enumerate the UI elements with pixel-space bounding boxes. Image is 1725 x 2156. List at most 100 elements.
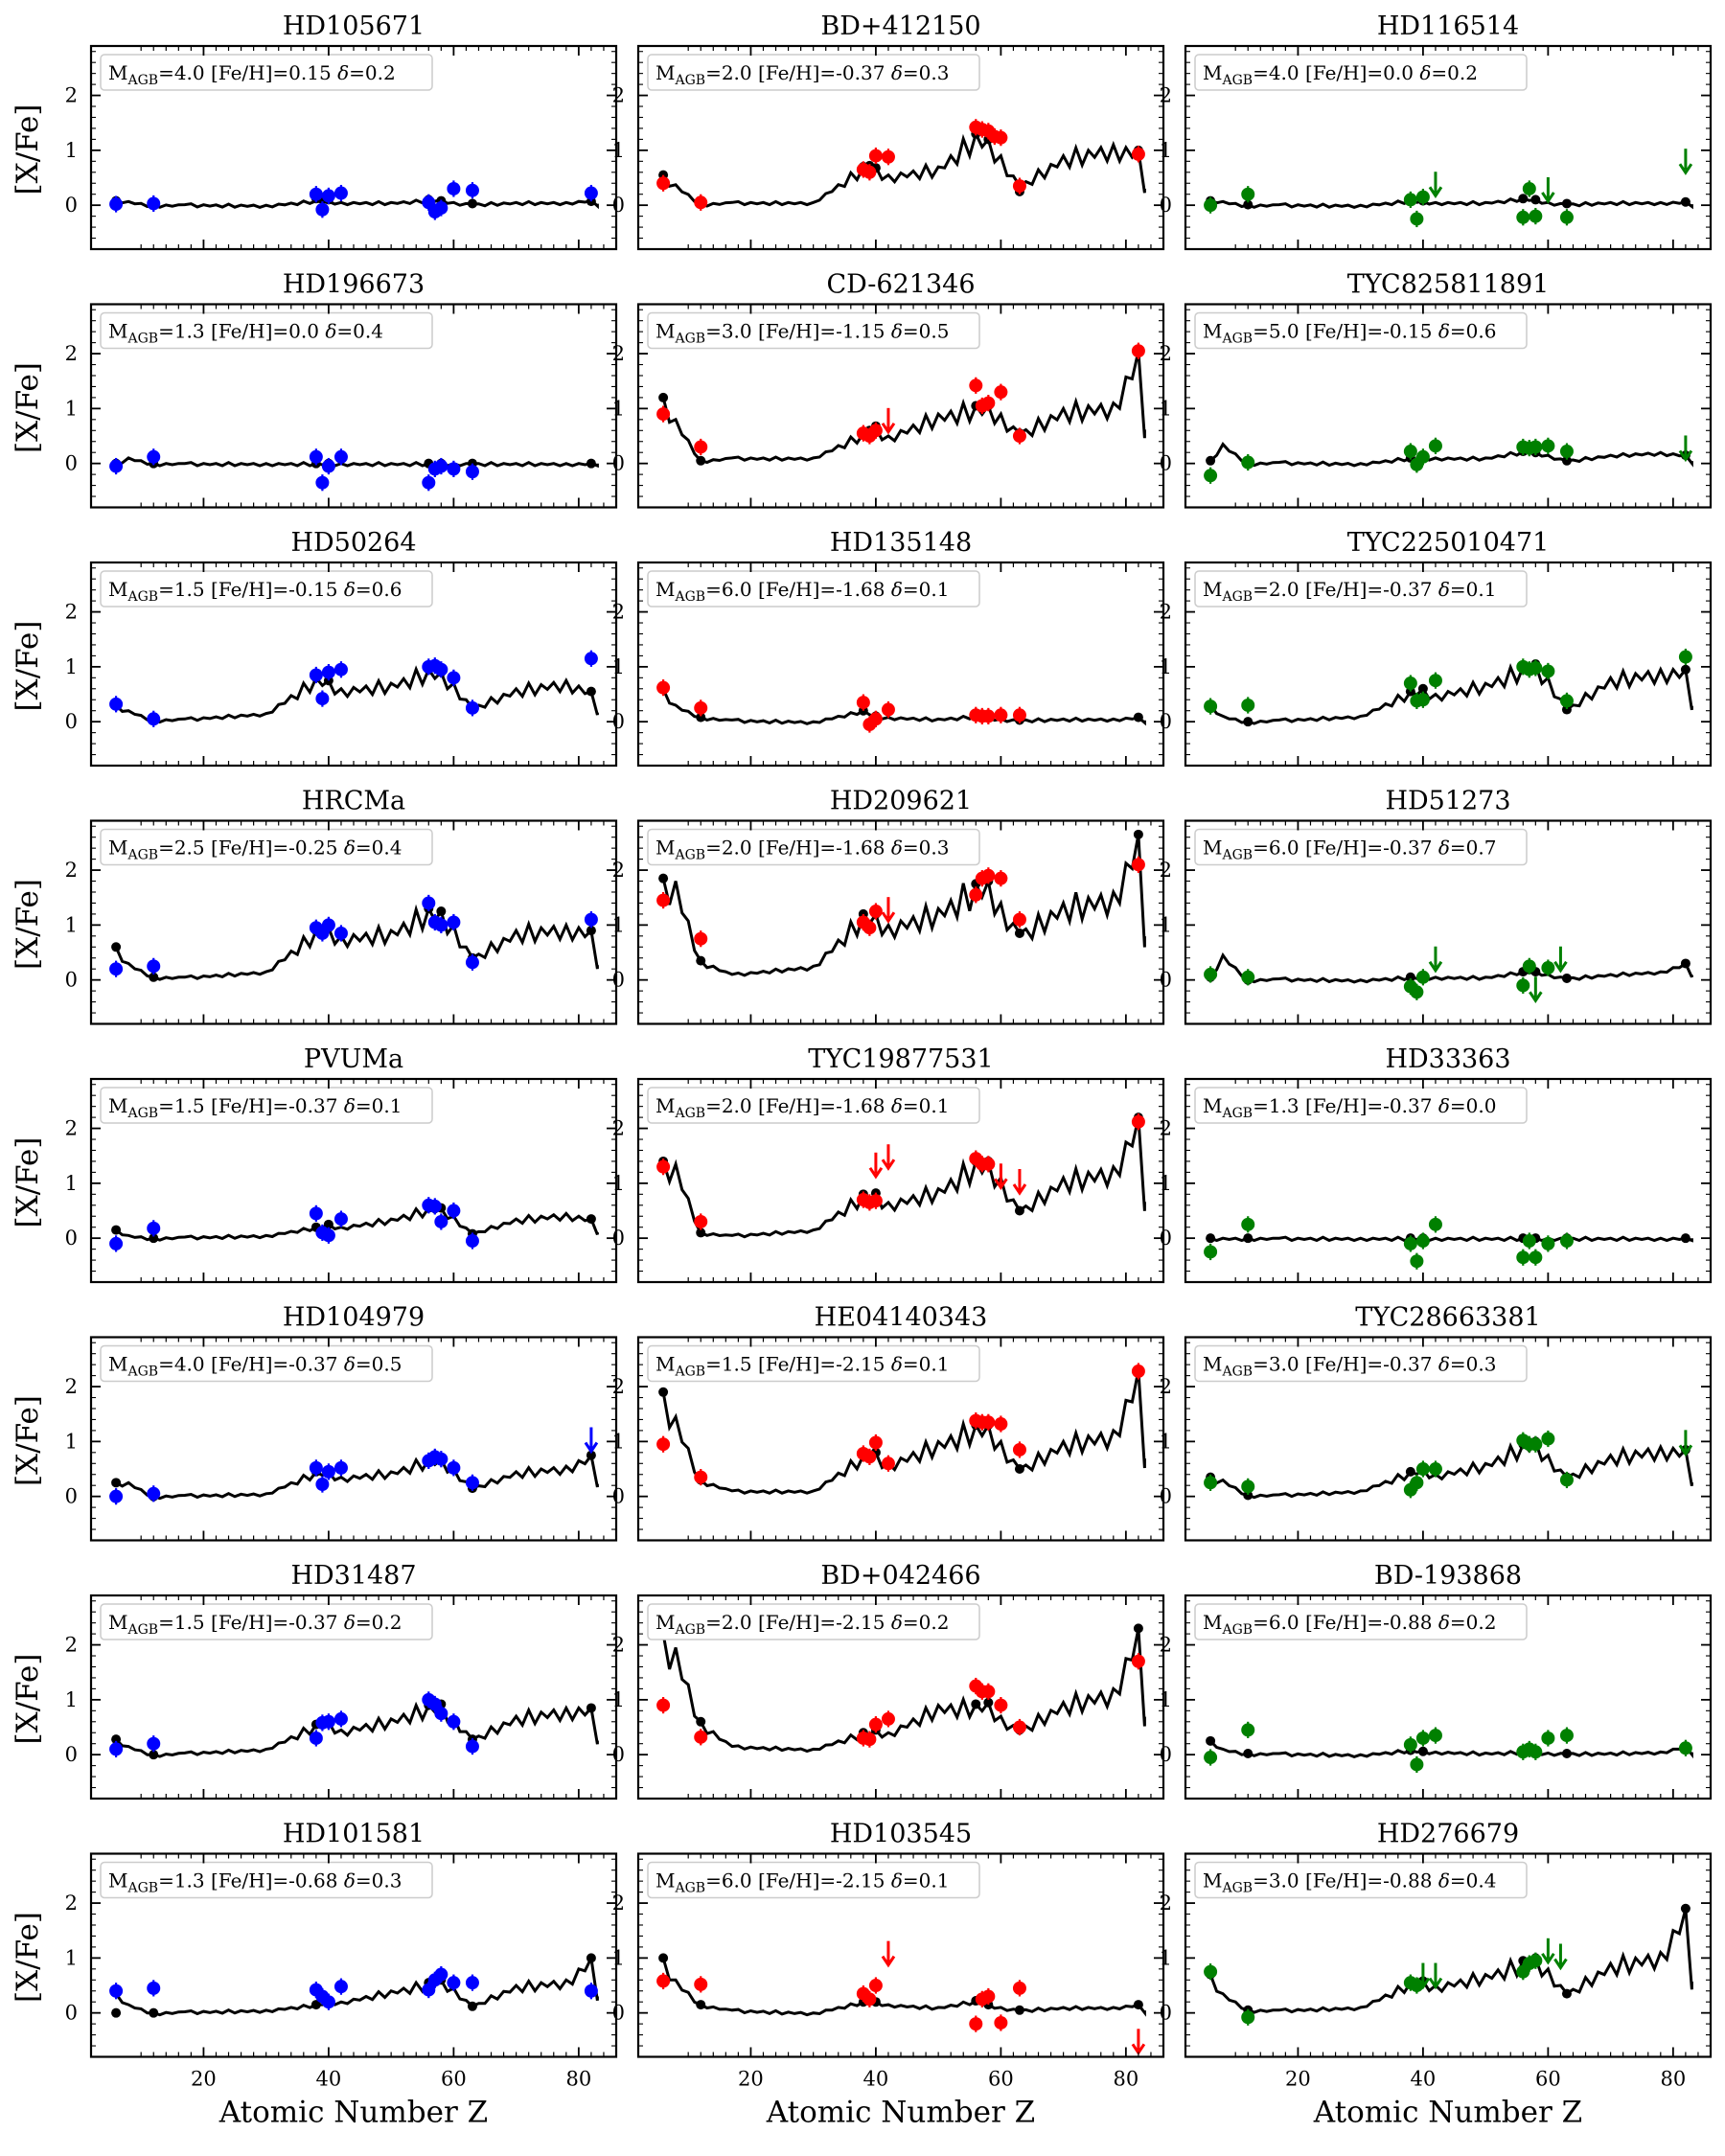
y-tick-label: 1 [612, 1172, 625, 1195]
y-tick-label: 0 [612, 194, 625, 217]
observed-point [1241, 187, 1255, 201]
observed-point [1241, 1217, 1255, 1231]
legend-text: MAGB=6.0 [Fe/H]=-0.37 δ=0.7 [1203, 837, 1496, 863]
observed-point [1415, 1731, 1430, 1745]
legend-box [100, 1087, 433, 1124]
model-point [971, 1699, 981, 1709]
model-point [1206, 455, 1216, 466]
panel-hrcma: HRCMa MAGB=2.5 [Fe/H]=-0.25 δ=0.4 0 1 2 [X/Fe… [11, 787, 618, 1025]
model-curve [1209, 196, 1693, 210]
y-tick-label: 0 [1160, 452, 1172, 475]
legend-delta-value: =0.1 [903, 1353, 950, 1376]
panel-bd-042466: BD+042466 MAGB=2.0 [Fe/H]=-2.15 δ=0.2 0 1 2 [612, 1561, 1165, 1800]
legend-mass-label: M [1203, 1353, 1222, 1376]
observed-point [994, 2015, 1008, 2030]
panel-title: TYC225010471 [1347, 528, 1550, 558]
legend-text: MAGB=1.3 [Fe/H]=0.0 δ=0.4 [108, 320, 383, 347]
y-axis-label: [X/Fe] [11, 362, 45, 453]
model-point [1014, 1464, 1024, 1475]
legend-mass-value: =2.0 [Fe/H]=-0.37 [705, 61, 891, 84]
legend-text: MAGB=6.0 [Fe/H]=-1.68 δ=0.1 [656, 578, 949, 605]
y-axis-label: [X/Fe] [11, 879, 45, 970]
observed-point [969, 887, 983, 902]
observed-point [856, 696, 870, 710]
observed-point [994, 130, 1008, 145]
observed-point [1428, 1217, 1442, 1231]
legend-text: MAGB=1.3 [Fe/H]=-0.37 δ=0.0 [1203, 1094, 1496, 1121]
legend-text: MAGB=6.0 [Fe/H]=-0.88 δ=0.2 [1203, 1611, 1496, 1638]
model-point [1680, 958, 1690, 969]
model-point [1680, 664, 1690, 675]
plot-area [109, 448, 599, 492]
panel-title: HD276679 [1377, 1820, 1519, 1849]
observed-point [109, 1984, 124, 1998]
observed-point [1415, 970, 1430, 984]
upper-limit-arrowhead [1541, 192, 1555, 204]
model-point [111, 1478, 122, 1488]
upper-limit-arrowhead [1428, 186, 1443, 198]
observed-point [1403, 677, 1417, 691]
observed-point [465, 1976, 479, 1990]
legend: MAGB=2.5 [Fe/H]=-0.25 δ=0.4 [100, 828, 433, 866]
panel-title: TYC28663381 [1355, 1303, 1540, 1333]
legend-mass-sub: AGB [126, 1106, 158, 1121]
observed-point [321, 459, 335, 473]
observed-point [694, 1977, 708, 1991]
legend-mass-label: M [108, 1869, 127, 1892]
model-point [696, 1716, 706, 1727]
y-tick-label: 1 [1160, 397, 1172, 420]
observed-point [1403, 193, 1417, 207]
observed-point [694, 1214, 708, 1228]
model-curve [661, 1116, 1146, 1239]
legend-delta-symbol: δ [344, 1094, 356, 1117]
y-tick-label: 2 [65, 342, 78, 365]
upper-limit-arrowhead [1428, 1977, 1443, 1990]
plot-area [1204, 1721, 1693, 1774]
y-tick-label: 2 [612, 1375, 625, 1398]
panel-title: HD51273 [1385, 787, 1510, 816]
y-tick-label: 0 [612, 1743, 625, 1766]
legend-delta-symbol: δ [344, 1611, 356, 1634]
legend-box [647, 54, 980, 91]
legend-delta-value: =0.3 [356, 1869, 402, 1892]
observed-point [1204, 700, 1218, 714]
y-tick-label: 1 [65, 1946, 78, 1969]
model-curve [661, 688, 1146, 726]
model-point [1530, 195, 1541, 205]
model-point [1133, 712, 1143, 722]
legend: MAGB=2.0 [Fe/H]=-1.68 δ=0.3 [647, 828, 980, 866]
legend-mass-sub: AGB [1221, 332, 1253, 347]
legend-text: MAGB=4.0 [Fe/H]=0.0 δ=0.2 [1203, 61, 1478, 88]
panel-hd31487: HD31487 MAGB=1.5 [Fe/H]=-0.37 δ=0.2 0 1 2 [X/… [11, 1561, 618, 1800]
observed-point [1241, 1479, 1255, 1494]
legend-text: MAGB=2.0 [Fe/H]=-1.68 δ=0.3 [656, 837, 949, 863]
legend-delta-value: =0.2 [1431, 61, 1478, 84]
legend-delta-value: =0.3 [1450, 1353, 1497, 1376]
x-tick-label: 60 [441, 2068, 467, 2091]
model-point [586, 1703, 596, 1713]
legend-text: MAGB=2.0 [Fe/H]=-0.37 δ=0.1 [1203, 578, 1496, 605]
observed-point [321, 189, 335, 203]
observed-point [109, 1489, 124, 1503]
panel-pvuma: PVUMa MAGB=1.5 [Fe/H]=-0.37 δ=0.1 0 1 2 [X/Fe… [11, 1044, 618, 1284]
model-point [1405, 972, 1415, 982]
legend-mass-label: M [1203, 837, 1222, 860]
observed-point [881, 702, 895, 717]
observed-point [868, 905, 883, 919]
legend-mass-value: =1.3 [Fe/H]=-0.37 [1253, 1094, 1438, 1117]
observed-point [694, 1730, 708, 1744]
observed-point [1403, 1737, 1417, 1752]
panel-title: HD209621 [830, 787, 972, 816]
observed-point [334, 186, 348, 200]
plot-area [109, 180, 599, 220]
upper-limit-arrowhead [1678, 1444, 1693, 1457]
observed-point [309, 668, 323, 682]
y-tick-label: 0 [65, 1743, 78, 1766]
observed-point [881, 1711, 895, 1726]
observed-point [981, 1685, 996, 1699]
panel-title: HD105671 [283, 11, 425, 41]
legend-text: MAGB=2.5 [Fe/H]=-0.25 δ=0.4 [108, 837, 402, 863]
legend-mass-sub: AGB [126, 1365, 158, 1380]
observed-point [447, 671, 461, 685]
observed-point [868, 149, 883, 163]
